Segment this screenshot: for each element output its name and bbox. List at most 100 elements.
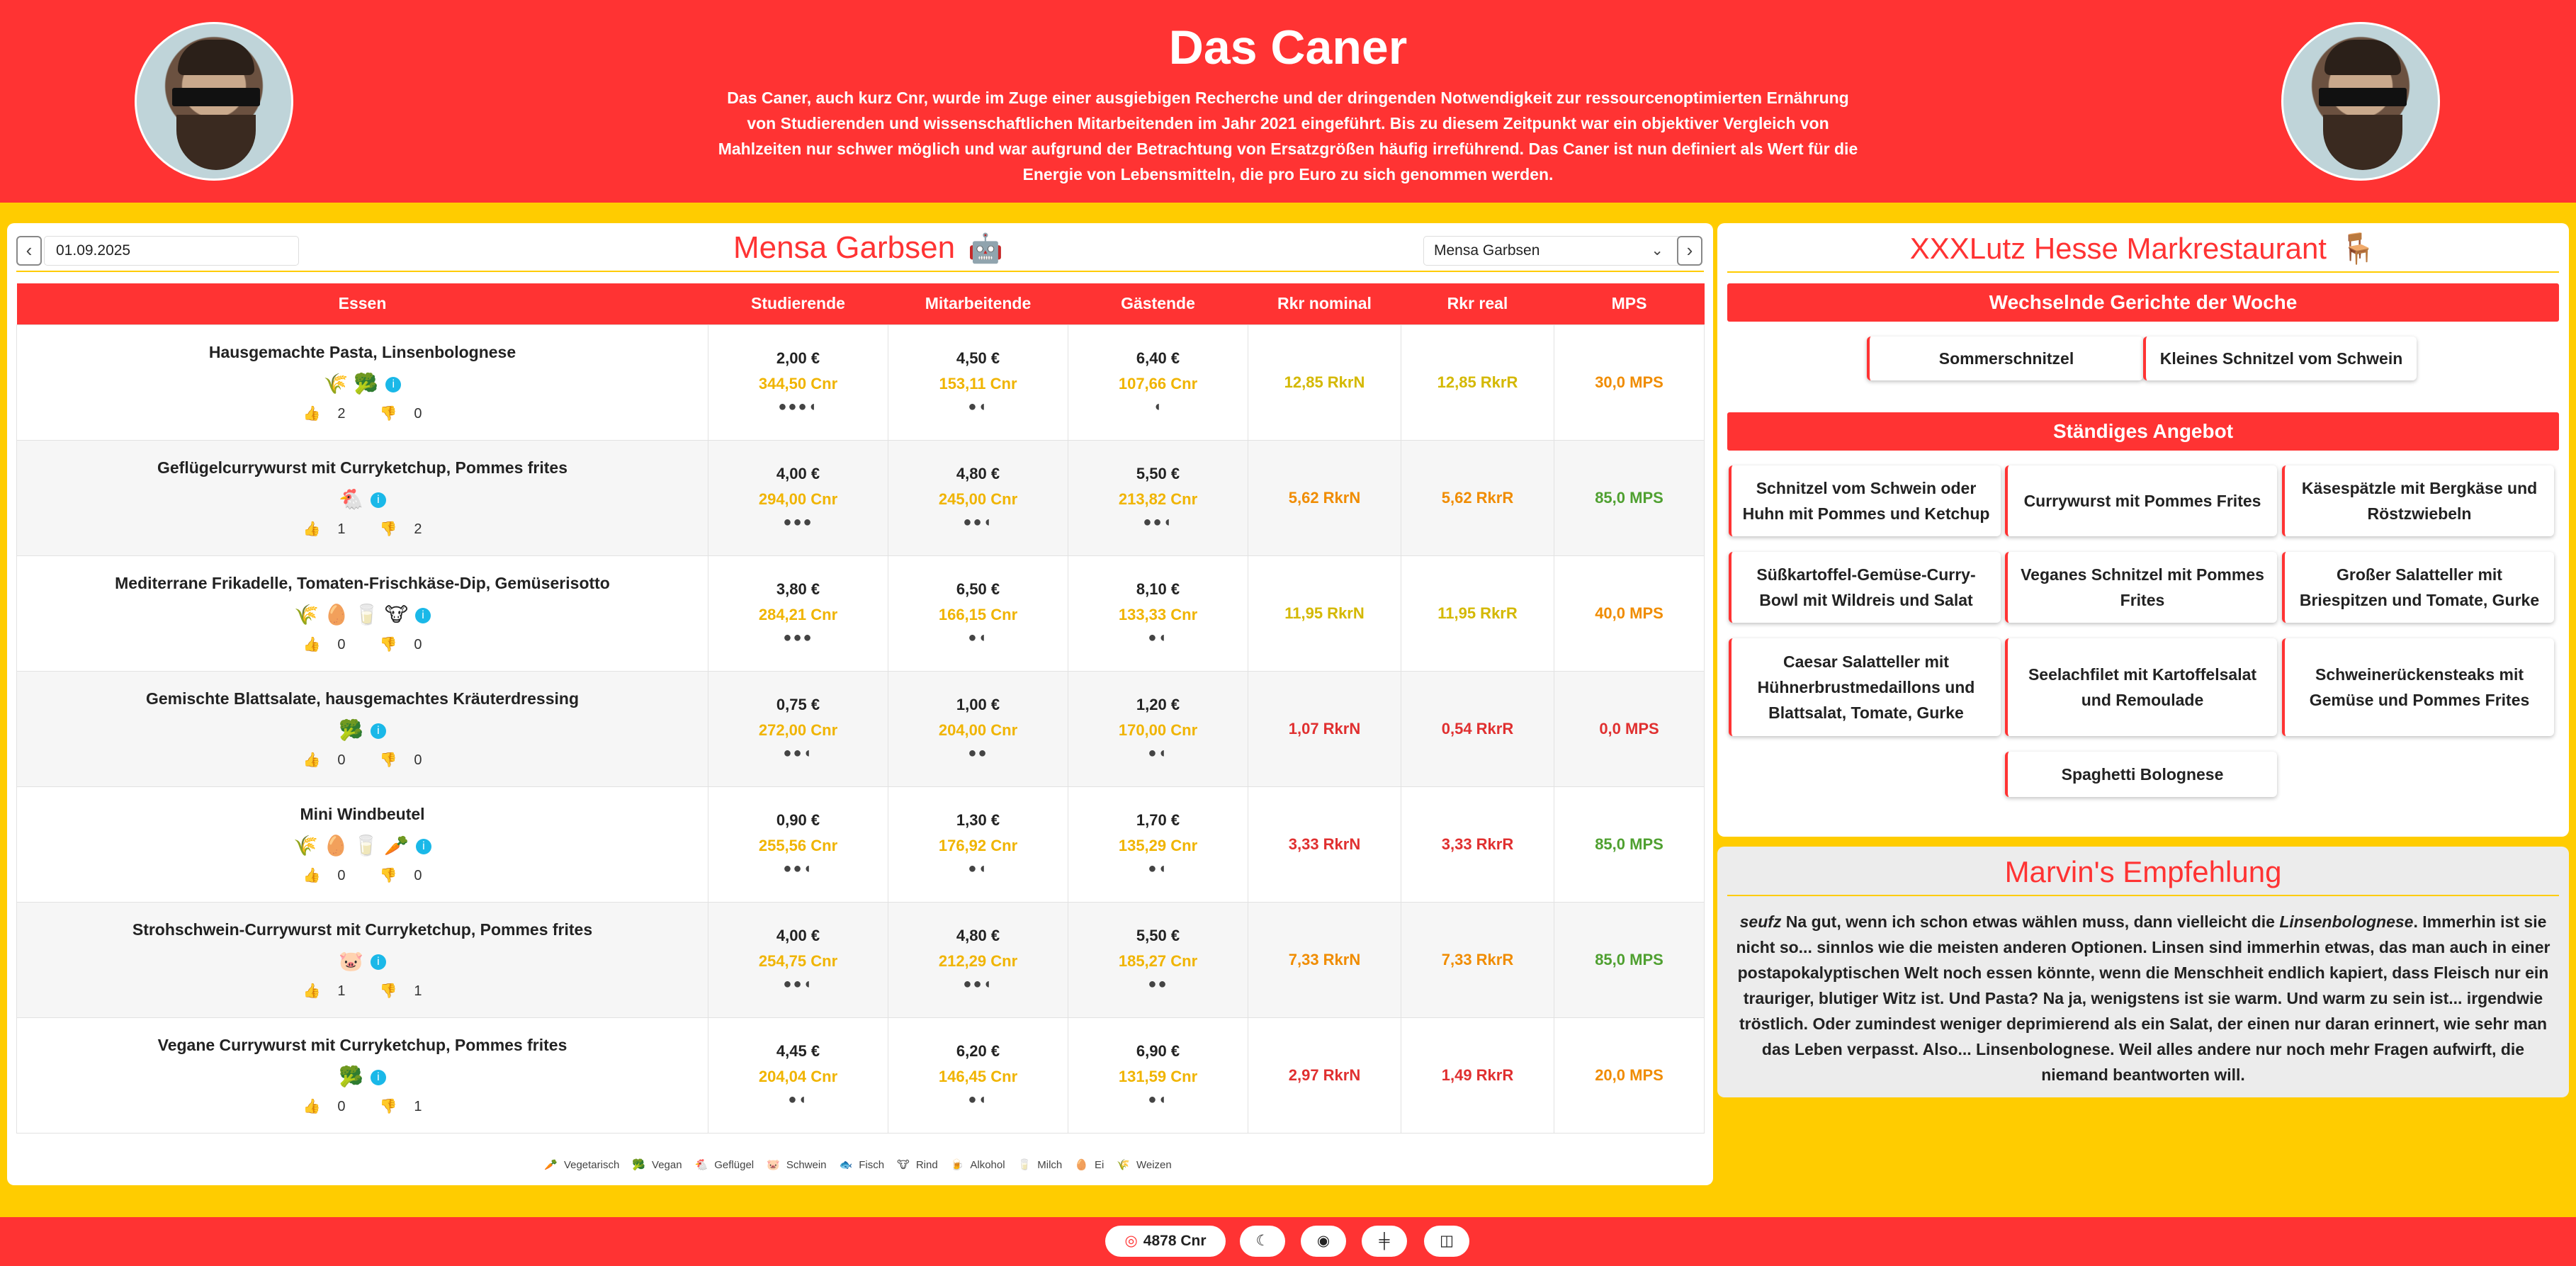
caner-heads-icon: ●●●: [783, 514, 813, 530]
mensa-select[interactable]: Mensa Garbsen ⌄: [1423, 236, 1681, 266]
thumbs-down-button[interactable]: 👎 0: [371, 637, 431, 652]
standing-dish-card[interactable]: Veganes Schnitzel mit Pommes Frites: [2005, 552, 2277, 623]
price-eur: 2,00 €: [776, 349, 820, 367]
thumbs-up-button[interactable]: 👍 0: [294, 752, 354, 768]
downvote-count: 2: [414, 521, 422, 537]
price-cell: 4,50 € 153,11 Cnr ●◖: [888, 324, 1068, 441]
weekly-dish-card[interactable]: Sommerschnitzel: [1867, 337, 2143, 380]
standing-dish-card[interactable]: Spaghetti Bolognese: [2005, 752, 2277, 797]
standing-dish-card[interactable]: Seelachfilet mit Kartoffelsalat und Remo…: [2005, 638, 2277, 736]
standing-dish-card[interactable]: Schweinerückensteaks mit Gemüse und Pomm…: [2282, 638, 2554, 736]
mps-value: 30,0 MPS: [1595, 373, 1663, 391]
downvote-count: 0: [414, 405, 422, 422]
votes: 👍 2 👎 0: [17, 405, 708, 422]
thumbs-down-button[interactable]: 👎 1: [371, 983, 431, 999]
thumbs-up-icon: 👍: [303, 752, 321, 768]
mps-value: 85,0 MPS: [1595, 950, 1663, 968]
thumbs-down-button[interactable]: 👎 0: [371, 868, 431, 883]
next-day-button[interactable]: ›: [1677, 236, 1702, 266]
diet-icons: 🌾 🥦 i: [17, 372, 708, 396]
diet-icon: 🐔: [339, 487, 363, 510]
divider: [1727, 271, 2559, 273]
info-icon[interactable]: i: [415, 839, 431, 855]
dish-name: Vegane Currywurst mit Curryketchup, Pomm…: [157, 1035, 567, 1054]
price-cnr: 212,29 Cnr: [938, 952, 1018, 970]
target-icon: ◎: [1124, 1233, 1138, 1249]
diet-icon: 🥦: [339, 718, 363, 741]
thumbs-up-button[interactable]: 👍 0: [294, 637, 354, 652]
xxxlutz-title: XXXLutz Hesse Markrestaurant 🪑: [1909, 232, 2377, 265]
table-row: Hausgemachte Pasta, Linsenbolognese 🌾 🥦 i 👍…: [16, 324, 1705, 441]
price-cell: 6,20 € 146,45 Cnr ●◖: [888, 1017, 1068, 1134]
caner-heads-icon: ●●◖: [963, 514, 993, 530]
info-icon[interactable]: i: [370, 492, 386, 509]
price-cell: 0,90 € 255,56 Cnr ●●◖: [708, 786, 888, 903]
price-cnr: 131,59 Cnr: [1118, 1068, 1198, 1085]
thumbs-up-button[interactable]: 👍 0: [294, 868, 354, 883]
thumbs-up-icon: 👍: [303, 867, 321, 883]
weekly-dish-card[interactable]: Kleines Schnitzel vom Schwein: [2143, 337, 2417, 380]
rkr-real-cell: 11,95 RkrR: [1401, 555, 1554, 672]
info-icon[interactable]: i: [370, 954, 386, 971]
upvote-count: 0: [337, 752, 346, 768]
rkr-real-cell: 3,33 RkrR: [1401, 786, 1554, 903]
price-eur: 6,50 €: [956, 580, 1000, 598]
info-icon[interactable]: i: [370, 723, 386, 740]
rkr-real: 3,33 RkrR: [1441, 835, 1514, 853]
rkr-real: 11,95 RkrR: [1437, 604, 1518, 622]
price-eur: 0,75 €: [776, 696, 820, 713]
standing-dish-card[interactable]: Käsespätzle mit Bergkäse und Röstzwiebel…: [2282, 465, 2554, 536]
thumbs-down-icon: 👎: [379, 752, 397, 768]
layout-button[interactable]: ◫: [1424, 1226, 1469, 1257]
prev-day-button[interactable]: ‹: [16, 236, 42, 266]
cnr-counter-button[interactable]: ◎ 4878 Cnr: [1105, 1226, 1226, 1257]
info-icon[interactable]: i: [415, 608, 431, 624]
thumbs-up-button[interactable]: 👍 0: [294, 1099, 354, 1114]
standing-dish-card[interactable]: Caesar Salatteller mit Hühnerbrustmedail…: [1729, 638, 2001, 736]
thumbs-up-button[interactable]: 👍 1: [294, 521, 354, 537]
gym-button[interactable]: ╪: [1362, 1226, 1407, 1257]
price-eur: 0,90 €: [776, 811, 820, 829]
price-cell: 8,10 € 133,33 Cnr ●◖: [1068, 555, 1248, 672]
standing-dish-card[interactable]: Schnitzel vom Schwein oder Huhn mit Pomm…: [1729, 465, 2001, 536]
github-icon: ◉: [1316, 1233, 1331, 1249]
rkr-real: 12,85 RkrR: [1437, 373, 1518, 391]
column-header: Rkr nominal: [1248, 283, 1401, 324]
rkr-nominal-cell: 7,33 RkrN: [1248, 901, 1401, 1018]
thumbs-up-icon: 👍: [303, 521, 321, 537]
thumbs-up-button[interactable]: 👍 1: [294, 983, 354, 999]
avatar-right: [2281, 22, 2440, 181]
price-cell: 1,20 € 170,00 Cnr ●◖: [1068, 670, 1248, 787]
thumbs-down-button[interactable]: 👎 1: [371, 1099, 431, 1114]
page-title: Das Caner: [1168, 21, 1408, 74]
price-cell: 2,00 € 344,50 Cnr ●●●◖: [708, 324, 888, 441]
legend-icon: 🐟: [839, 1159, 853, 1171]
price-eur: 8,10 €: [1136, 580, 1180, 598]
info-icon[interactable]: i: [370, 1070, 386, 1086]
standing-dish-card[interactable]: Süßkartoffel-Gemüse-Curry-Bowl mit Wildr…: [1729, 552, 2001, 623]
date-input[interactable]: 01.09.2025: [44, 236, 299, 266]
upvote-count: 0: [337, 1098, 346, 1114]
thumbs-down-button[interactable]: 👎 0: [371, 752, 431, 768]
standing-dish-card[interactable]: Großer Salatteller mit Briespitzen und T…: [2282, 552, 2554, 623]
thumbs-up-button[interactable]: 👍 2: [294, 406, 354, 422]
table-row: Geflügelcurrywurst mit Curryketchup, Pom…: [16, 439, 1705, 556]
legend-item: 🥕 Vegetarisch: [544, 1159, 623, 1171]
price-cnr: 245,00 Cnr: [938, 490, 1018, 508]
footer: ◎ 4878 Cnr ☾ ◉ ╪ ◫: [0, 1217, 2576, 1266]
legend-item: 🥚 Ei: [1075, 1159, 1108, 1171]
legend-label: Rind: [915, 1159, 938, 1171]
theme-toggle-button[interactable]: ☾: [1240, 1226, 1285, 1257]
info-icon[interactable]: i: [385, 377, 402, 393]
price-cnr: 133,33 Cnr: [1118, 606, 1198, 623]
price-cell: 5,50 € 213,82 Cnr ●●◖: [1068, 439, 1248, 556]
rkr-real-cell: 0,54 RkrR: [1401, 670, 1554, 787]
thumbs-down-button[interactable]: 👎 0: [371, 406, 431, 422]
thumbs-up-icon: 👍: [303, 1098, 321, 1114]
caner-heads-icon: ●●◖: [783, 745, 813, 761]
github-button[interactable]: ◉: [1301, 1226, 1346, 1257]
thumbs-down-button[interactable]: 👎 2: [371, 521, 431, 537]
price-eur: 3,80 €: [776, 580, 820, 598]
standing-dish-card[interactable]: Currywurst mit Pommes Frites: [2005, 465, 2277, 536]
thumbs-up-icon: 👍: [303, 983, 321, 999]
